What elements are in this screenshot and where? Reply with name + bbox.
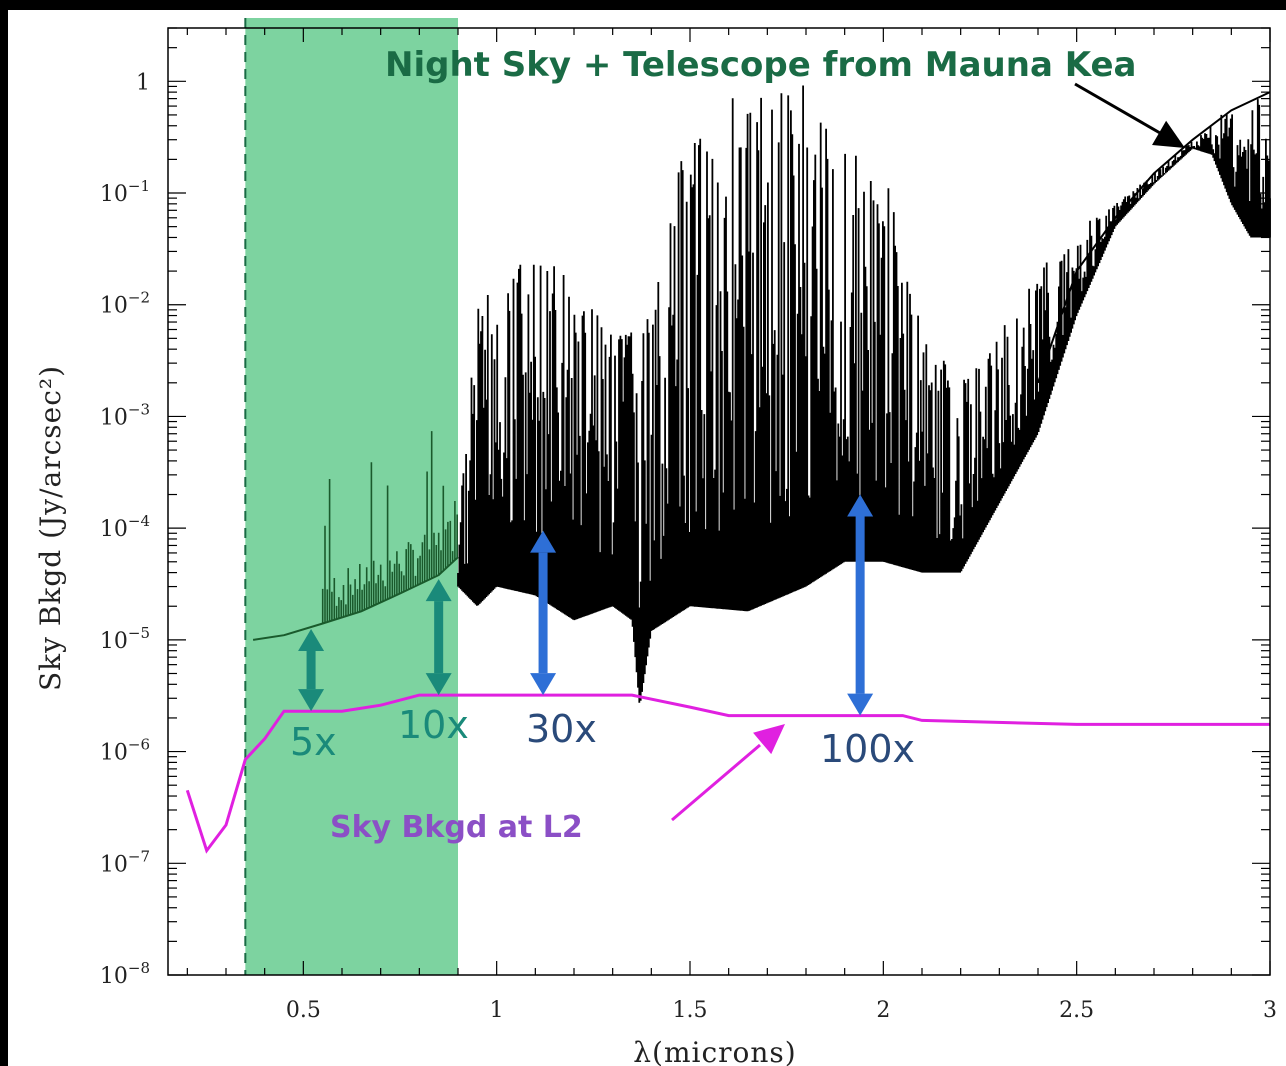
ratio-arrows-group: 5x 10x 30x 100x [290,82,1185,822]
l2-pointer-line [671,743,761,822]
ratio-arrow-head-bottom-3 [847,693,874,716]
l2-background-line [185,693,1270,854]
ratio-arrow-head-top-3 [847,494,874,517]
y-tick-exponent: −8 [128,959,150,977]
y-tick-exponent: −7 [128,847,150,865]
highlight-band [245,18,458,975]
visible-emission-lines [321,431,458,624]
ratio-arrow-head-bottom-0 [298,689,325,712]
y-tick-label-3: 10−3 [100,400,150,430]
ratio-label-1: 10x [398,703,469,747]
visible-continuum-line [252,556,459,641]
y-tick-exponent: −6 [128,736,150,754]
ratio-arrow-head-top-1 [425,579,452,602]
y-tick-label-7: 10−7 [100,847,150,877]
x-tick-label-5: 3 [1263,998,1277,1023]
x-tick-label-2: 1.5 [673,998,708,1023]
axes-group: 0.5 1 1.5 2 2.5 3110−110−210−310−410−510−610−… [100,27,1277,1023]
x-tick-label-3: 2 [876,998,890,1023]
y-tick-label-8: 10−8 [100,959,150,989]
y-tick-exponent: −4 [128,512,150,530]
x-tick-label-4: 2.5 [1059,998,1094,1023]
l2-annotation: Sky Bkgd at L2 [330,810,583,845]
ratio-arrow-head-top-2 [530,530,557,553]
y-tick-exponent: −5 [128,624,150,642]
y-tick-base: 1 [136,70,150,95]
y-tick-base: 10 [100,741,128,766]
y-tick-label-0: 1 [136,70,150,95]
y-tick-label-5: 10−5 [100,624,150,654]
y-tick-exponent: −2 [128,289,150,307]
mauna-kea-pointer-line [1074,82,1161,135]
y-tick-label-1: 10−1 [100,177,150,207]
ratio-label-2: 30x [526,707,597,751]
y-tick-label-2: 10−2 [100,289,150,319]
ratio-arrow-head-bottom-2 [530,673,557,696]
ratio-label-3: 100x [820,727,915,771]
y-tick-label-4: 10−4 [100,512,150,542]
y-tick-base: 10 [100,629,128,654]
x-tick-label-0: 0.5 [286,998,321,1023]
x-tick-label-1: 1 [490,998,504,1023]
series-group [185,85,1271,854]
y-tick-base: 10 [100,405,128,430]
y-tick-base: 10 [100,517,128,542]
thermal-continuum-line [1037,91,1271,384]
highlight-band-group [244,18,458,975]
x-axis-label: λ(microns) [633,1036,796,1066]
mauna-kea-pointer-head [1152,120,1185,148]
y-tick-exponent: −3 [128,400,150,418]
mauna-kea-annotation: Night Sky + Telescope from Mauna Kea [385,45,1137,85]
l2-pointer-head [753,724,785,755]
y-tick-base: 10 [100,852,128,877]
ratio-arrow-head-bottom-1 [425,673,452,696]
y-tick-base: 10 [100,964,128,989]
ratio-label-0: 5x [290,720,337,764]
annotations-group: Night Sky + Telescope from Mauna Kea Sky… [330,45,1137,845]
y-tick-exponent: −1 [128,177,150,195]
plot-frame [167,27,1271,976]
ratio-arrow-head-top-0 [298,629,325,652]
y-tick-base: 10 [100,294,128,319]
y-tick-base: 10 [100,182,128,207]
y-axis-label: Sky Bkgd (Jy/arcsec²) [34,365,67,691]
y-tick-label-6: 10−6 [100,736,150,766]
